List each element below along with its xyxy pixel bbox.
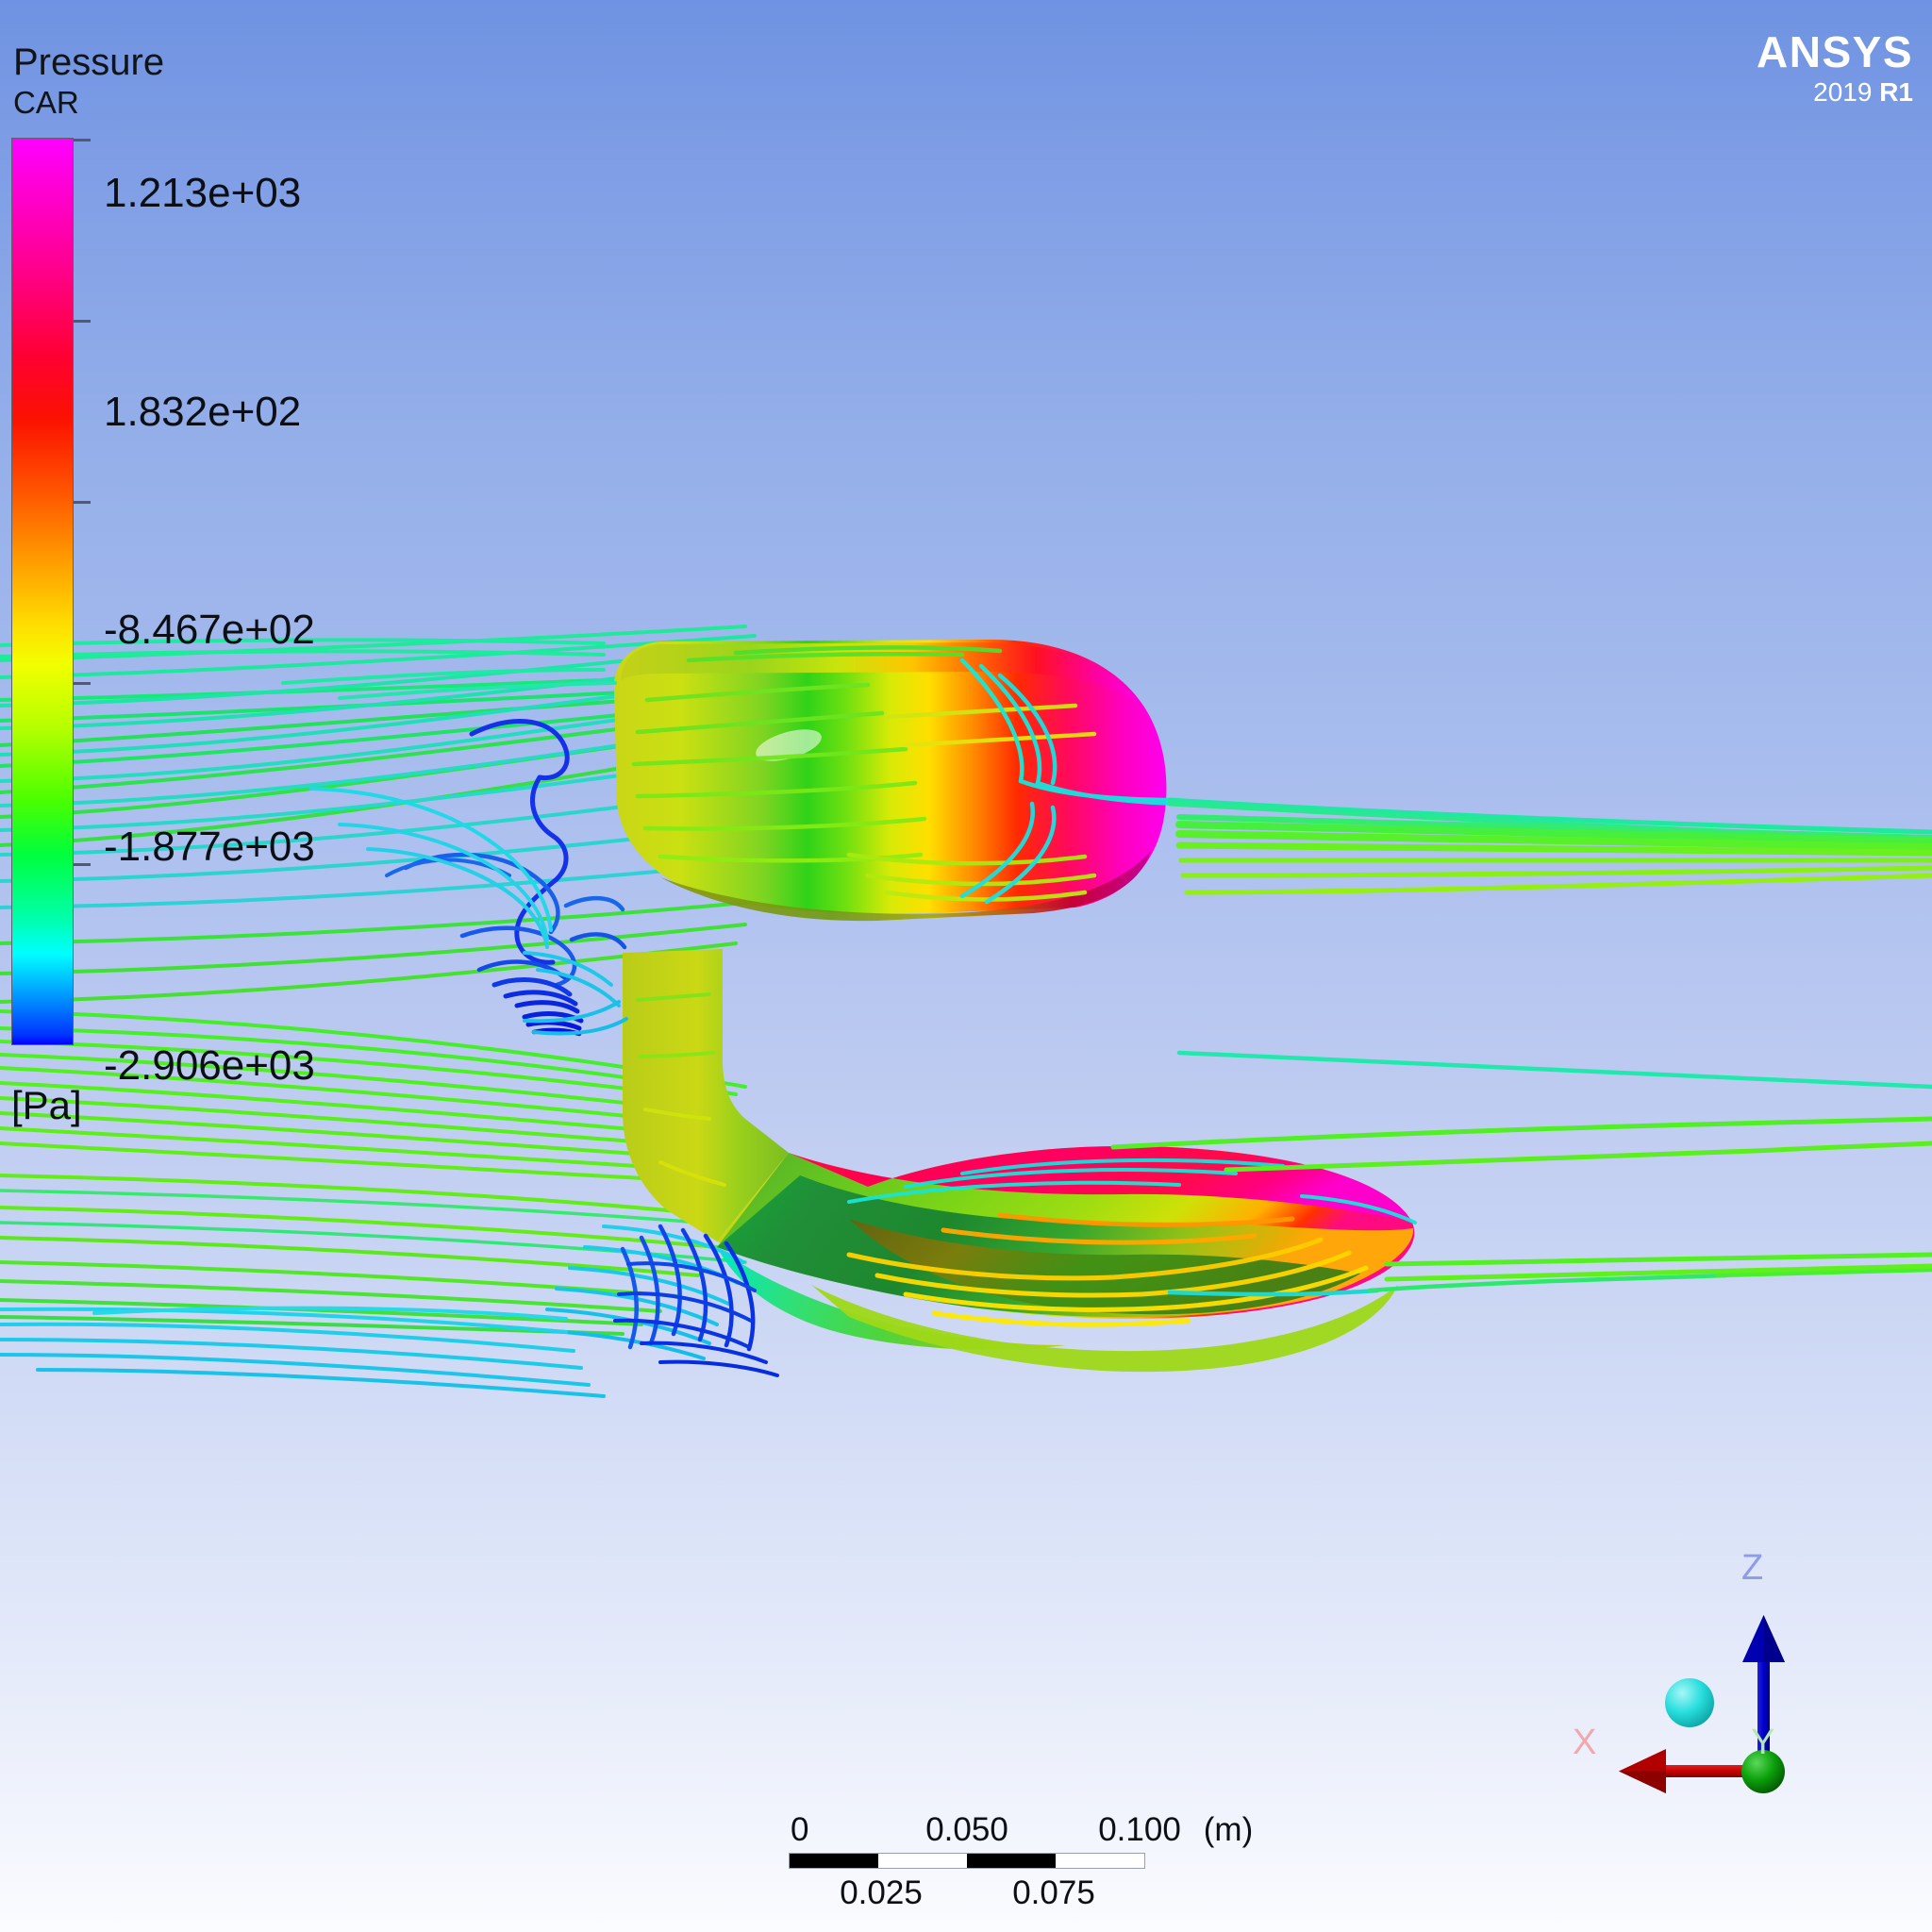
ruler-bar <box>789 1853 1145 1869</box>
streamline-group-farfield <box>0 625 804 1336</box>
legend-tick-0 <box>74 139 91 142</box>
ruler-unit-label: (m) <box>1203 1811 1254 1848</box>
streamline-group-downstream <box>1110 797 1932 1282</box>
legend-tick-1 <box>74 320 91 323</box>
axis-label-x: X <box>1573 1723 1597 1762</box>
axis-label-y: Y <box>1751 1723 1775 1762</box>
ansys-release-year: 2019 <box>1813 77 1873 107</box>
legend-units: [Pa] <box>11 1083 82 1127</box>
ansys-wordmark: ANSYS <box>1757 27 1913 76</box>
lower-mirror-body <box>717 1145 1417 1373</box>
x-axis-arrow <box>1619 1749 1766 1793</box>
mirror-stalk <box>623 949 908 1274</box>
ruler-label-100: 0.100 <box>1098 1811 1181 1848</box>
streamline-group-lower-wake <box>0 1224 1932 1398</box>
ruler-segment-1 <box>790 1854 878 1868</box>
ruler-top-labels: 0 0.050 0.100 (m) <box>789 1811 1253 1853</box>
ruler-bottom-labels: 0.025 0.075 <box>789 1874 1147 1916</box>
legend-title: Pressure <box>13 42 165 83</box>
legend-tick-label-2: -8.467e+02 <box>104 607 315 653</box>
ansys-release: 2019 R1 <box>1757 75 1913 108</box>
streamline-group-upper-wake <box>309 719 628 1037</box>
legend-tick-label-3: -1.877e+03 <box>104 824 315 870</box>
axis-label-z: Z <box>1741 1548 1764 1588</box>
ruler-label-25: 0.025 <box>840 1874 923 1911</box>
ruler-label-0: 0 <box>791 1811 809 1848</box>
axis-triad[interactable]: Z X Y <box>1566 1547 1849 1821</box>
z-axis-arrow <box>1742 1615 1785 1762</box>
legend-colorbar[interactable] <box>11 138 74 1045</box>
legend-tick-2 <box>74 501 91 504</box>
legend-tick-label-4: -2.906e+03 <box>104 1042 315 1089</box>
view-center-marker <box>1665 1678 1714 1727</box>
ruler-segment-3 <box>967 1854 1056 1868</box>
ansys-release-id: R1 <box>1879 77 1913 107</box>
axis-triad-svg <box>1619 1615 1785 1793</box>
ruler-segment-4 <box>1056 1854 1144 1868</box>
upper-mirror-body <box>614 640 1201 922</box>
legend-tick-3 <box>74 682 91 685</box>
legend-tick-label-0: 1.213e+03 <box>104 170 302 216</box>
y-axis-origin-sphere <box>1741 1750 1785 1793</box>
ruler-label-75: 0.075 <box>1012 1874 1095 1911</box>
ruler-label-50: 0.050 <box>925 1811 1008 1848</box>
legend-tick-4 <box>74 863 91 866</box>
ansys-logo: ANSYS 2019 R1 <box>1757 30 1913 108</box>
legend-tick-label-1: 1.832e+02 <box>104 389 302 435</box>
legend-subtitle: CAR <box>13 85 79 120</box>
ruler-segment-2 <box>878 1854 967 1868</box>
scale-ruler: 0 0.050 0.100 (m) 0.025 0.075 <box>789 1811 1253 1916</box>
